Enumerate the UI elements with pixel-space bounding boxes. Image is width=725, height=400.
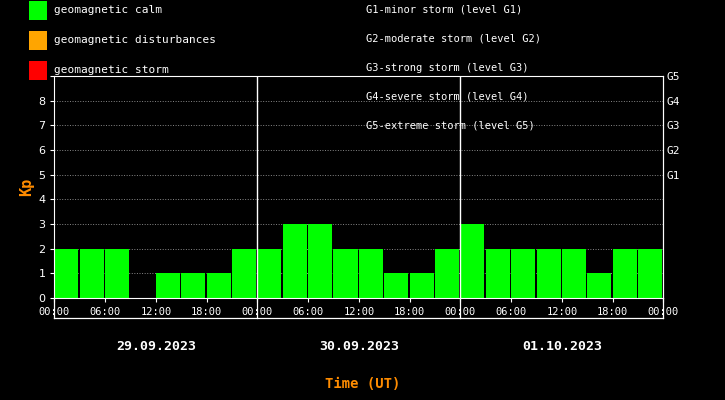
Bar [536, 249, 560, 298]
Bar [308, 224, 332, 298]
Y-axis label: Kp: Kp [19, 178, 34, 196]
Text: 29.09.2023: 29.09.2023 [116, 340, 196, 352]
Bar [613, 249, 637, 298]
Text: G4-severe storm (level G4): G4-severe storm (level G4) [366, 91, 529, 101]
Bar [283, 224, 307, 298]
Text: geomagnetic disturbances: geomagnetic disturbances [54, 35, 216, 45]
Text: geomagnetic calm: geomagnetic calm [54, 5, 162, 15]
Bar [181, 273, 205, 298]
Text: G5-extreme storm (level G5): G5-extreme storm (level G5) [366, 120, 535, 130]
Text: geomagnetic storm: geomagnetic storm [54, 65, 169, 75]
Bar [359, 249, 383, 298]
Bar [207, 273, 231, 298]
Bar [460, 224, 484, 298]
Text: 01.10.2023: 01.10.2023 [522, 340, 602, 352]
Bar [562, 249, 586, 298]
Bar [232, 249, 256, 298]
Bar [511, 249, 535, 298]
Text: 30.09.2023: 30.09.2023 [319, 340, 399, 352]
Bar [80, 249, 104, 298]
Bar [334, 249, 357, 298]
Text: G3-strong storm (level G3): G3-strong storm (level G3) [366, 63, 529, 73]
Bar [156, 273, 180, 298]
Bar [486, 249, 510, 298]
Text: G1-minor storm (level G1): G1-minor storm (level G1) [366, 5, 523, 15]
Text: Time (UT): Time (UT) [325, 377, 400, 391]
Bar [435, 249, 459, 298]
Bar [105, 249, 129, 298]
Bar [638, 249, 662, 298]
Text: G2-moderate storm (level G2): G2-moderate storm (level G2) [366, 34, 541, 44]
Bar [587, 273, 611, 298]
Bar [410, 273, 434, 298]
Bar [384, 273, 408, 298]
Bar [54, 249, 78, 298]
Bar [257, 249, 281, 298]
